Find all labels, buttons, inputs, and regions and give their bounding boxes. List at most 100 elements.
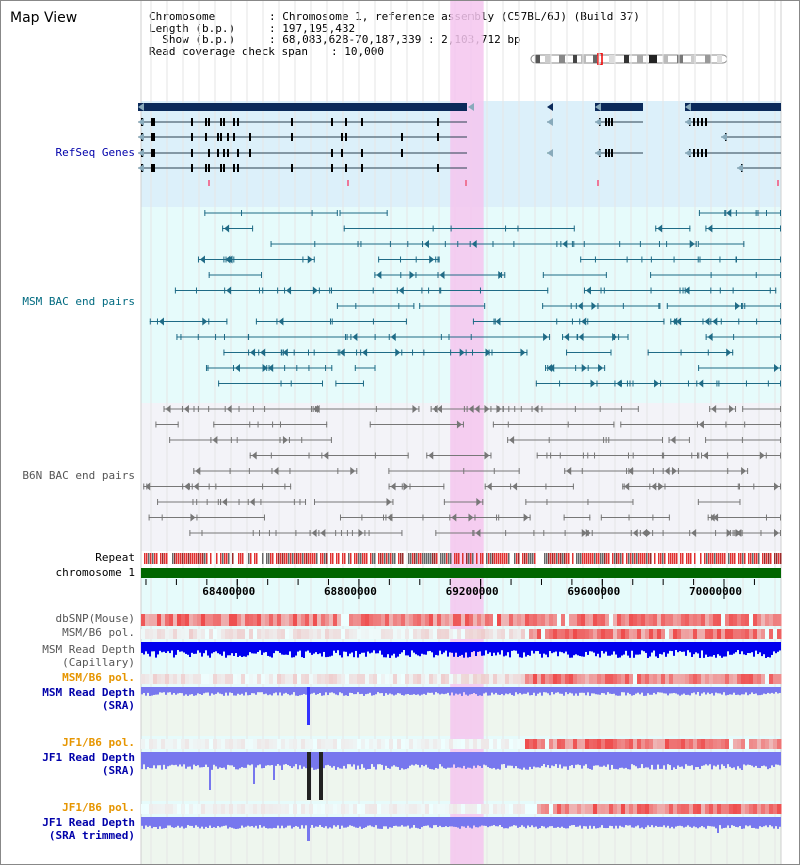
dbsnp-heat-cell (541, 614, 546, 626)
msm-cap-depth-bar (585, 642, 587, 652)
dbsnp-heat-cell (765, 614, 770, 626)
dbsnp-heat-cell (209, 614, 214, 626)
msm-b6-pol-heat-cell (197, 629, 202, 639)
jf1-b6-pol-heat-cell (345, 739, 350, 749)
jf1-trim-depth-bar (397, 817, 399, 827)
repeat-segment (568, 553, 570, 564)
msm-bac-end (208, 272, 210, 278)
gene-arrow (138, 133, 144, 141)
msm-bac-arrow (202, 317, 208, 326)
jf1-b6-pol-heat-cell (509, 804, 514, 814)
repeat-segment (496, 553, 498, 564)
msm-sra-depth-bar (731, 687, 733, 695)
b6n-bac-end (490, 452, 492, 459)
jf1-trim-depth-bar (489, 817, 491, 827)
jf1-trim-depth-bar (325, 817, 327, 827)
b6n-bac-end (290, 483, 292, 490)
msm-sra-depth-bar (751, 687, 753, 693)
msm-b6-pol-heat-cell (689, 629, 694, 639)
msm-sra-depth-bar (425, 687, 427, 695)
msm-b6-pol-heat-cell (241, 629, 246, 639)
jf1-b6-pol-heat-cell (369, 804, 374, 814)
jf1-b6-pol-heat-cell (425, 804, 430, 814)
b6n-bac-end (581, 468, 583, 474)
jf1-b6-pol-heat-cell (353, 739, 358, 749)
msm-bac-end (331, 365, 333, 371)
msm-b6-pol-heat-cell (749, 674, 754, 684)
jf1-trim-depth-bar (209, 817, 211, 826)
jf1-b6-pol-heat-cell (653, 804, 658, 814)
repeat-segment (480, 553, 482, 564)
msm-b6-pol-heat-cell (213, 629, 218, 639)
dbsnp-heat-cell (153, 614, 158, 626)
msm-cap-depth-bar (181, 642, 183, 652)
repeat-segment (594, 553, 596, 564)
dbsnp-heat-cell (249, 614, 254, 626)
jf1-trim-depth-bar (659, 817, 661, 827)
msm-cap-depth-bar (299, 642, 301, 651)
msm-b6-pol-heat-cell (589, 674, 594, 684)
jf1-sra-depth-bar (551, 752, 553, 766)
repeat-segment (180, 553, 182, 564)
repeat-segment (590, 553, 592, 564)
msm-b6-pol-heat-cell (245, 674, 250, 684)
jf1-trim-depth-bar (555, 817, 557, 828)
jf1-b6-pol-heat-cell (741, 804, 746, 814)
msm-sra-depth-bar (757, 687, 759, 696)
msm-sra-depth-bar (415, 687, 417, 695)
msm-b6-pol-heat-cell (365, 674, 370, 684)
msm-sra-depth-bar (727, 687, 729, 695)
jf1-trim-depth-bar (777, 817, 779, 829)
jf1-b6-pol-heat-cell (513, 739, 518, 749)
msm-sra-depth-bar (339, 687, 341, 693)
repeat-segment (718, 553, 720, 564)
msm-sra-depth-bar (663, 687, 665, 694)
jf1-sra-depth-bar (403, 752, 405, 770)
msm-cap-depth-bar (617, 642, 619, 658)
msm-sra-depth-bar (273, 687, 275, 694)
jf1-trim-depth-bar (599, 817, 601, 828)
jf1-b6-pol-heat-cell (557, 739, 562, 749)
jf1-sra-depth-bar (483, 752, 485, 765)
b6n-bac-end (401, 483, 403, 490)
jf1-trim-depth-bar (409, 817, 411, 829)
jf1-b6-pol-heat-cell (629, 804, 634, 814)
msm-b6-pol-heat-cell (477, 629, 482, 639)
gene-arrow (685, 149, 691, 157)
msm-sra-depth-bar (265, 687, 267, 694)
msm-b6-pol-heat-cell (413, 629, 418, 639)
jf1-trim-depth-bar (223, 817, 225, 826)
jf1-trim-depth-bar (637, 817, 639, 826)
jf1-b6-pol-heat-cell (229, 739, 234, 749)
repeat-segment (738, 553, 740, 564)
msm-sra-depth-bar (647, 687, 649, 694)
msm-cap-depth-bar (341, 642, 343, 658)
dbsnp-heat-cell (465, 614, 470, 626)
msm-sra-depth-bar (597, 687, 599, 695)
msm-cap-depth-bar (437, 642, 439, 656)
gene-exon (697, 149, 699, 157)
jf1-b6-pol-heat-cell (765, 804, 770, 814)
jf1-trim-depth-bar (749, 817, 751, 826)
msm-bac-end (780, 365, 781, 371)
jf1-b6-pol-heat-cell (141, 739, 146, 749)
jf1-sra-depth-bar (613, 752, 615, 769)
msm-sra-depth-bar (175, 687, 177, 695)
msm-sra-depth-bar (231, 687, 233, 694)
jf1-sra-depth-bar (775, 752, 777, 765)
msm-cap-depth-bar (245, 642, 247, 657)
jf1-sra-depth-bar (661, 752, 663, 769)
b6n-bac-end (514, 406, 516, 412)
dbsnp-heat-cell (305, 614, 310, 626)
msm-cap-depth-bar (775, 642, 777, 654)
msm-bac-end (650, 272, 652, 278)
b6n-bac-end (753, 483, 755, 490)
jf1-sra-depth-bar (467, 752, 469, 768)
msm-cap-depth-bar (149, 642, 151, 657)
jf1-sra-depth-bar (501, 752, 503, 765)
jf1-b6-pol-heat-cell (281, 804, 286, 814)
msm-bac-end (697, 241, 699, 247)
jf1-sra-depth-bar (153, 752, 155, 766)
msm-bac-end (174, 287, 176, 294)
